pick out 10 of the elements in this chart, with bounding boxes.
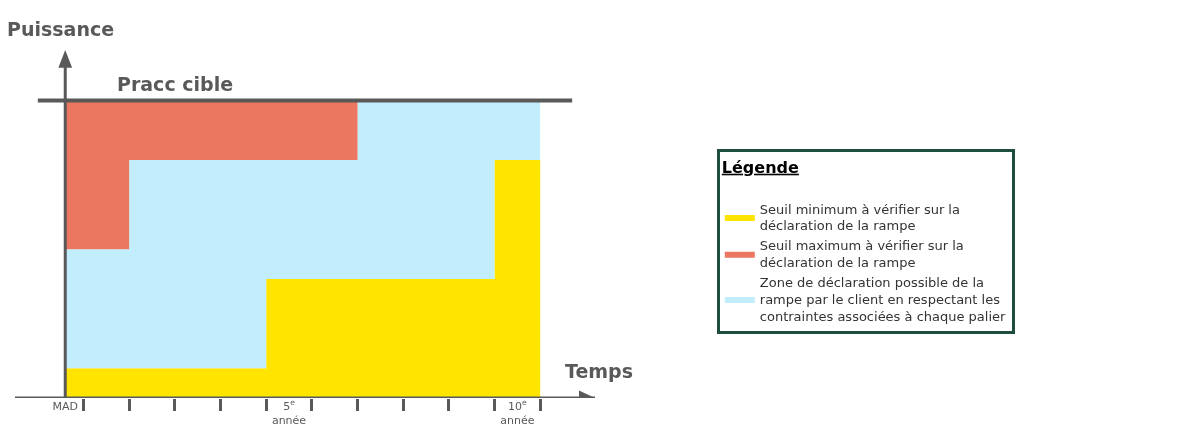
legend-title: Légende (721, 157, 799, 177)
x-axis-title: Temps (565, 360, 634, 382)
legend-label: Zone de déclaration possible de la rampe par le client en respectant les contraintes associées à chaque palier (759, 275, 1007, 324)
ref-line-label: Pracc cible (117, 73, 234, 95)
legend-label: Seuil maximum à vérifier sur la déclaration de la rampe (759, 238, 964, 271)
x-tick-label: 10$^{e}$ année (500, 398, 535, 428)
legend-label: Seuil minimum à vérifier sur la déclaration de la rampe (759, 201, 960, 234)
y-axis-title: Puissance (7, 18, 115, 40)
x-tick-label: 5$^{e}$ année (271, 398, 307, 428)
x-tick-label: MAD (52, 400, 78, 413)
